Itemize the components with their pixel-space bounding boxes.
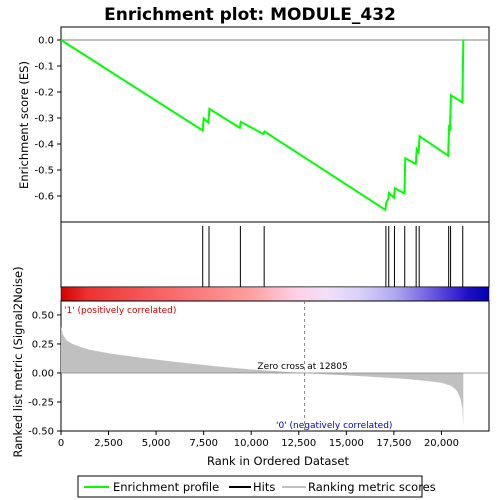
metric-y-ticks: 0.50 0.25 0.00 -0.25 -0.50 [28,310,61,438]
x-tick-label: 12,500 [281,438,316,449]
ranking-metric-area [61,326,464,428]
x-tick-label: 10,000 [234,438,269,449]
zero-cross-label: Zero cross at 12805 [257,362,347,372]
es-y-tick-label: -0.6 [34,192,54,203]
x-tick-label: 20,000 [424,438,459,449]
hits-panel-frame [60,221,490,288]
metric-y-tick-label: -0.25 [28,397,54,408]
es-y-tick-label: -0.5 [34,166,54,177]
positive-correlation-label: '1' (positively correlated) [64,306,176,316]
es-y-tick-label: 0.0 [38,36,54,47]
enrichment-profile-line [60,39,465,212]
x-axis-label: Rank in Ordered Dataset [207,454,350,468]
hits-marks [202,226,464,287]
x-tick-label: 5,000 [142,438,171,449]
es-y-ticks: 0.0 -0.1 -0.2 -0.3 -0.4 -0.5 -0.6 [34,36,61,203]
metric-y-tick-label: 0.25 [32,339,54,350]
negative-correlation-label: '0' (negatively correlated) [276,421,392,431]
legend-ranking-metric-scores: Ranking metric scores [308,480,436,494]
x-tick-label: 2,500 [94,438,123,449]
legend-hits: Hits [253,480,275,494]
es-y-tick-label: -0.3 [34,114,54,125]
es-y-tick-label: -0.1 [34,62,54,73]
x-tick-label: 17,500 [376,438,411,449]
es-y-axis-label: Enrichment score (ES) [17,61,31,189]
es-panel-frame [60,26,490,223]
es-y-tick-label: -0.4 [34,140,54,151]
legend-enrichment-profile: Enrichment profile [113,480,219,494]
es-y-tick-label: -0.2 [34,88,54,99]
x-tick-label: 15,000 [329,438,364,449]
metric-y-tick-label: 0.00 [32,368,54,379]
metric-y-tick-label: -0.50 [28,427,54,438]
x-tick-label: 0 [58,438,64,449]
metric-y-axis-label: Ranked list metric (Signal2Noise) [11,266,25,457]
metric-x-ticks: 0 2,500 5,000 7,500 10,000 12,500 15,000 17,500… [58,431,459,449]
chart-title: Enrichment plot: MODULE_432 [104,5,396,25]
metric-y-tick-label: 0.50 [32,310,54,321]
x-tick-label: 7,500 [189,438,218,449]
ranking-heat-bar [60,286,490,302]
